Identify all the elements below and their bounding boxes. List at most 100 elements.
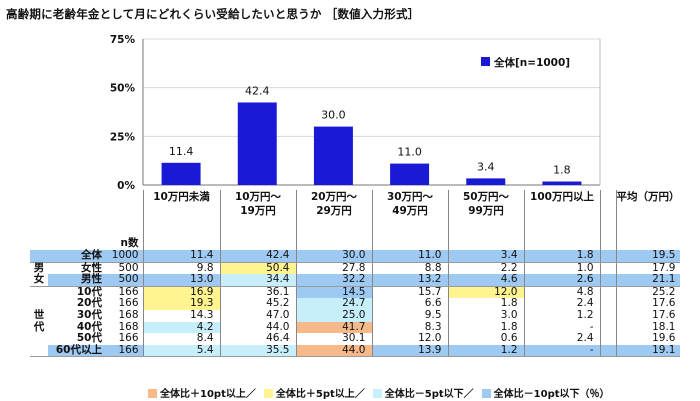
bar-value-label: 1.8 <box>553 163 571 176</box>
table-cell: 34.4 <box>219 273 296 287</box>
table-row: 50代 166 8.4 46.4 30.1 12.0 0.6 2.4 19.6 <box>30 333 680 345</box>
n-value: 168 <box>118 320 139 333</box>
avg-value: 18.1 <box>615 321 680 334</box>
table-cell: 4.6 <box>447 273 524 287</box>
row-label: 男性 <box>48 273 108 287</box>
row-label: 50代 <box>76 332 102 345</box>
table-cell: 2.6 <box>523 273 600 287</box>
avg-value: 17.9 <box>615 262 680 275</box>
table-cell: 3.4 <box>447 249 524 263</box>
table-cell: 42.4 <box>219 249 296 263</box>
row-label: 全体 <box>48 249 108 263</box>
spacer <box>599 262 616 275</box>
avg-value: 17.6 <box>615 298 680 310</box>
spacer <box>599 250 616 263</box>
bar <box>161 162 201 185</box>
table-cell: 44.0 <box>219 321 296 334</box>
table-cell: 12.0 <box>371 333 448 345</box>
table-header-row: 10万円未満 10万円～ 19万円 20万円～ 29万円 30万円～ 49万円 50万円～ 99… <box>30 190 680 238</box>
spacer <box>599 309 616 322</box>
n-value: 166 <box>118 297 139 310</box>
y-tick-label: 25% <box>110 131 136 143</box>
highlight-legend-item: 全体比－10pt以下（％） <box>481 389 610 400</box>
header-spacer <box>108 190 143 238</box>
bar <box>466 178 506 185</box>
table-row: 30代 168 14.3 47.0 25.0 9.5 3.0 1.2 17.6 <box>30 308 680 322</box>
spacer <box>447 238 524 250</box>
table-cell: 4.2 <box>142 321 220 334</box>
table-cell: 3.0 <box>447 309 524 322</box>
bar-value-label: 3.4 <box>477 160 495 173</box>
highlight-swatch <box>372 389 382 398</box>
highlight-legend-item: 全体比－5pt以下／ <box>372 389 474 400</box>
header-spacer <box>599 190 616 238</box>
column-header: 100万円以上 <box>523 190 600 238</box>
group-label: 男女 <box>30 262 48 287</box>
table-cell: 19.3 <box>142 298 220 310</box>
highlight-swatch <box>263 389 273 398</box>
table-row: 男性 500 13.0 34.4 32.2 13.2 4.6 2.6 21.1 <box>30 273 680 287</box>
highlight-swatch <box>148 389 157 398</box>
header-spacer <box>30 190 48 238</box>
row-label: 30代 <box>76 308 102 321</box>
spacer <box>371 238 448 250</box>
table-cell: - <box>523 321 600 334</box>
table-cell: 36.1 <box>219 286 296 299</box>
table-cell: 1.8 <box>523 249 600 263</box>
table-row: 40代 168 4.2 44.0 41.7 8.3 1.8- 18.1 <box>30 320 680 334</box>
table-cell: 1.8 <box>447 321 524 334</box>
highlight-legend: 全体比＋10pt以上／ 全体比＋5pt以上／ 全体比－5pt以下／ 全体比－10pt以… <box>148 385 618 400</box>
highlight-legend-item: 全体比＋10pt以上／ <box>148 389 256 400</box>
legend-label: 全体[n=1000] <box>493 56 570 69</box>
column-header: 50万円～ 99万円 <box>447 190 524 238</box>
bar <box>237 102 277 185</box>
spacer <box>599 238 616 250</box>
table-cell: 8.8 <box>371 262 448 275</box>
bar-value-label: 11.4 <box>169 145 194 158</box>
avg-value: 19.5 <box>615 249 680 263</box>
table-cell: 47.0 <box>219 309 296 322</box>
n-value: 168 <box>118 308 139 321</box>
avg-column-header: 平均（万円） <box>615 190 680 238</box>
n-value: 500 <box>108 273 143 287</box>
column-header: 20万円～ 29万円 <box>295 190 372 238</box>
bar <box>542 181 582 185</box>
spacer <box>219 238 296 250</box>
table-cell: 9.5 <box>371 309 448 322</box>
table-cell: 2.4 <box>523 298 600 310</box>
group-label <box>30 250 48 263</box>
highlight-swatch <box>481 389 491 398</box>
row-label: 60代以上 <box>48 344 108 358</box>
data-table: 10万円未満 10万円～ 19万円 20万円～ 29万円 30万円～ 49万円 50万円～ 99… <box>30 190 680 358</box>
table-cell: 32.2 <box>295 273 372 287</box>
table-cell: 12.0 <box>447 286 524 299</box>
table-cell: 16.9 <box>142 286 220 299</box>
table-row: 全体 1000 11.4 42.4 30.0 11.0 3.4 1.8 19.5 <box>30 249 680 263</box>
table-cell: 14.3 <box>142 309 220 322</box>
column-header: 10万円～ 19万円 <box>219 190 296 238</box>
table-cell: 1.2 <box>447 344 524 358</box>
bar-value-label: 11.0 <box>397 146 422 159</box>
n-value: 166 <box>108 344 143 358</box>
spacer <box>599 321 616 334</box>
table-cell: 1.8 <box>447 298 524 310</box>
highlight-legend-label: 全体比－5pt以下／ <box>384 389 474 400</box>
spacer <box>599 286 616 299</box>
avg-value: 25.2 <box>615 286 680 299</box>
avg-value: 21.1 <box>615 273 680 287</box>
row-label: 20代 <box>76 297 102 310</box>
highlight-legend-label: 全体比－10pt以下（％） <box>493 389 610 400</box>
table-cell: 8.4 <box>142 333 220 345</box>
table-row: 60代以上 166 5.4 35.5 44.0 13.9 1.2- 19.1 <box>30 344 680 358</box>
spacer <box>599 333 616 345</box>
table-cell: 30.1 <box>295 333 372 345</box>
header-spacer <box>48 190 108 238</box>
spacer <box>599 298 616 310</box>
table-row: 20代 166 19.3 45.2 24.7 6.6 1.8 2.4 17.6 <box>30 298 680 310</box>
table-cell: - <box>523 344 600 358</box>
bar-value-label: 30.0 <box>321 109 346 122</box>
table-cell: 25.0 <box>295 309 372 322</box>
table-row: 男女 女性 500 9.8 50.4 27.8 8.8 2.2 1.0 17.9 <box>30 262 680 287</box>
table-n-header-row: n数 <box>30 237 680 250</box>
